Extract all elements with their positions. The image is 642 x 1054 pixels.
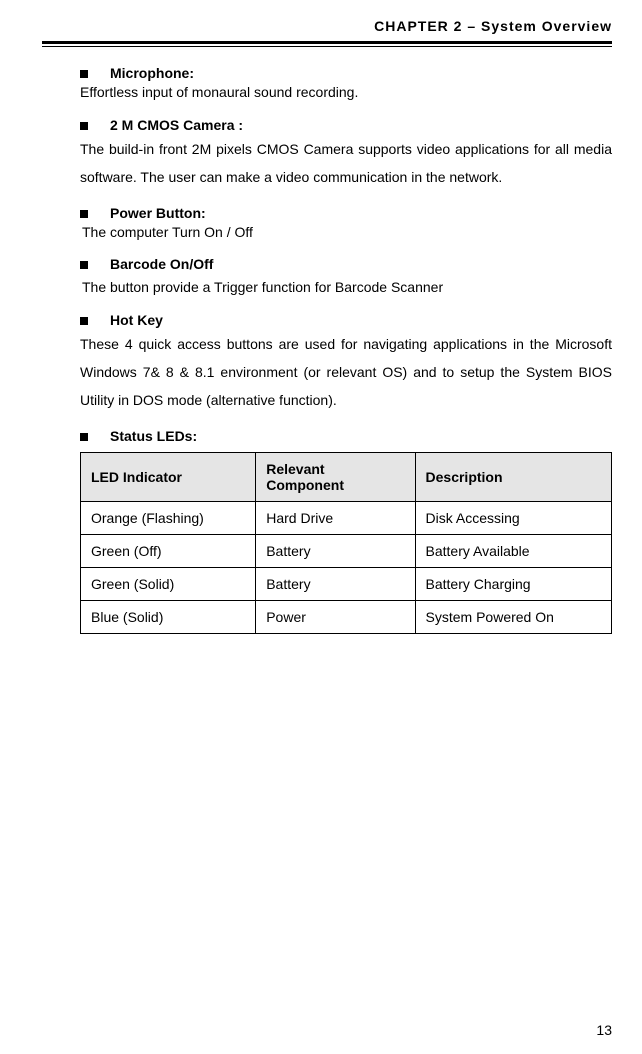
cell-component: Battery xyxy=(256,534,415,567)
col-header-component: Relevant Component xyxy=(256,452,415,501)
camera-body: The build-in front 2M pixels CMOS Camera… xyxy=(80,135,612,191)
table-row: Blue (Solid) Power System Powered On xyxy=(81,600,612,633)
table-header-row: LED Indicator Relevant Component Descrip… xyxy=(81,452,612,501)
power-body: The computer Turn On / Off xyxy=(80,223,612,243)
square-bullet-icon xyxy=(80,122,88,130)
hotkey-body: These 4 quick access buttons are used fo… xyxy=(80,330,612,414)
cell-indicator: Orange (Flashing) xyxy=(81,501,256,534)
content-area: Microphone: Effortless input of monaural… xyxy=(42,65,612,1036)
chapter-header: CHAPTER 2 – System Overview xyxy=(42,18,612,38)
barcode-body: The button provide a Trigger function fo… xyxy=(80,278,612,298)
bullet-barcode: Barcode On/Off xyxy=(80,256,612,272)
status-led-table: LED Indicator Relevant Component Descrip… xyxy=(80,452,612,634)
cell-description: Battery Charging xyxy=(415,567,611,600)
cell-component: Battery xyxy=(256,567,415,600)
col-header-description: Description xyxy=(415,452,611,501)
table-row: Green (Off) Battery Battery Available xyxy=(81,534,612,567)
page-number: 13 xyxy=(596,1022,612,1038)
square-bullet-icon xyxy=(80,70,88,78)
camera-title: 2 M CMOS Camera : xyxy=(110,117,243,133)
cell-description: Disk Accessing xyxy=(415,501,611,534)
cell-component: Power xyxy=(256,600,415,633)
col-header-indicator: LED Indicator xyxy=(81,452,256,501)
cell-indicator: Green (Solid) xyxy=(81,567,256,600)
cell-description: System Powered On xyxy=(415,600,611,633)
page: CHAPTER 2 – System Overview Microphone: … xyxy=(0,0,642,1054)
bullet-status: Status LEDs: xyxy=(80,428,612,444)
bullet-microphone: Microphone: xyxy=(80,65,612,81)
bullet-power: Power Button: xyxy=(80,205,612,221)
status-title: Status LEDs: xyxy=(110,428,197,444)
square-bullet-icon xyxy=(80,261,88,269)
square-bullet-icon xyxy=(80,433,88,441)
bullet-hotkey: Hot Key xyxy=(80,312,612,328)
header-rule-thin xyxy=(42,46,612,47)
hotkey-title: Hot Key xyxy=(110,312,163,328)
power-title: Power Button: xyxy=(110,205,206,221)
square-bullet-icon xyxy=(80,317,88,325)
microphone-title: Microphone: xyxy=(110,65,194,81)
square-bullet-icon xyxy=(80,210,88,218)
barcode-title: Barcode On/Off xyxy=(110,256,213,272)
cell-component: Hard Drive xyxy=(256,501,415,534)
header-rule-thick xyxy=(42,41,612,44)
table-row: Green (Solid) Battery Battery Charging xyxy=(81,567,612,600)
bullet-camera: 2 M CMOS Camera : xyxy=(80,117,612,133)
cell-indicator: Blue (Solid) xyxy=(81,600,256,633)
cell-description: Battery Available xyxy=(415,534,611,567)
cell-indicator: Green (Off) xyxy=(81,534,256,567)
microphone-body: Effortless input of monaural sound recor… xyxy=(80,83,612,103)
table-row: Orange (Flashing) Hard Drive Disk Access… xyxy=(81,501,612,534)
